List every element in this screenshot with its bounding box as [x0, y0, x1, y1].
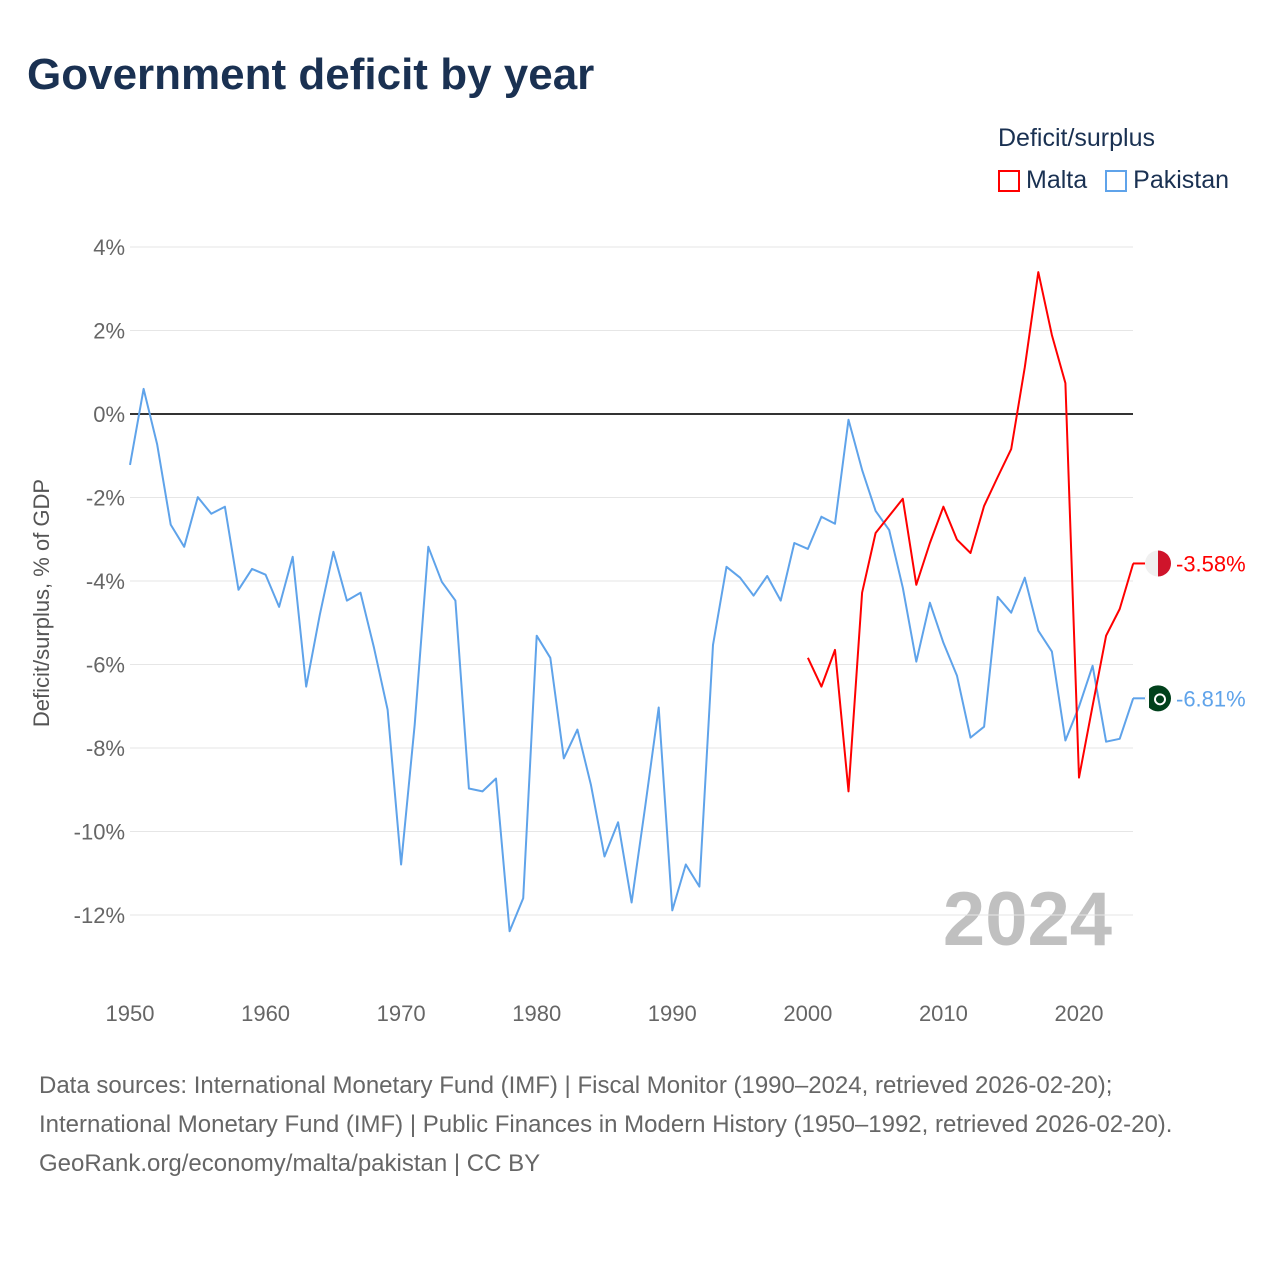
- footer: Data sources: International Monetary Fun…: [39, 1066, 1239, 1183]
- y-tick-label: -10%: [74, 820, 125, 845]
- x-tick-label: 2010: [919, 1001, 968, 1026]
- plot-area: 2024 4% 2% 0% -2% -4% -6% -8% -10% -12% 1950 1960 19…: [74, 235, 1246, 1026]
- legend-item-pakistan[interactable]: Pakistan: [1105, 166, 1229, 195]
- y-tick-label: -4%: [86, 569, 125, 594]
- legend-label-pakistan: Pakistan: [1133, 166, 1230, 194]
- x-tick-label: 2020: [1055, 1001, 1104, 1026]
- legend: Malta Pakistan: [998, 166, 1229, 195]
- x-tick-label: 1990: [648, 1001, 697, 1026]
- legend-title: Deficit/surplus: [998, 124, 1155, 152]
- y-tick-label: 0%: [93, 402, 125, 427]
- y-tick-label: -2%: [86, 486, 125, 511]
- x-tick-label: 2000: [783, 1001, 832, 1026]
- flag-pakistan-icon: [1144, 685, 1171, 712]
- x-tick-label: 1970: [377, 1001, 426, 1026]
- flag-red-half: [1158, 550, 1171, 577]
- y-tick-label: -12%: [74, 903, 125, 928]
- end-value-label: -3.58%: [1176, 551, 1246, 576]
- flag-bg: [1145, 685, 1171, 712]
- x-tick-label: 1960: [241, 1001, 290, 1026]
- legend-item-malta[interactable]: Malta: [998, 166, 1087, 195]
- y-tick-label: 2%: [93, 319, 125, 344]
- flag-malta-icon: [1145, 550, 1171, 577]
- legend-swatch-malta: [998, 169, 1020, 192]
- series-line-malta: [806, 271, 1135, 793]
- x-tick-label: 1950: [106, 1001, 155, 1026]
- series-line-pakistan: [129, 387, 1135, 933]
- end-value-label: -6.81%: [1176, 686, 1246, 711]
- chart-title: Government deficit by year: [27, 50, 595, 99]
- legend-swatch-pakistan: [1105, 169, 1128, 192]
- year-watermark: 2024: [943, 877, 1112, 962]
- y-tick-label: -6%: [86, 653, 125, 678]
- y-tick-label: 4%: [93, 235, 125, 260]
- data-sources: Data sources: International Monetary Fun…: [39, 1072, 1173, 1138]
- flag-crescent: [1154, 693, 1166, 706]
- x-tick-label: 1980: [512, 1001, 561, 1026]
- flag-white-band: [1144, 688, 1149, 709]
- y-tick-label: -8%: [86, 736, 125, 761]
- credit-link[interactable]: GeoRank.org/economy/malta/pakistan | CC …: [39, 1150, 541, 1177]
- legend-label-malta: Malta: [1026, 166, 1088, 194]
